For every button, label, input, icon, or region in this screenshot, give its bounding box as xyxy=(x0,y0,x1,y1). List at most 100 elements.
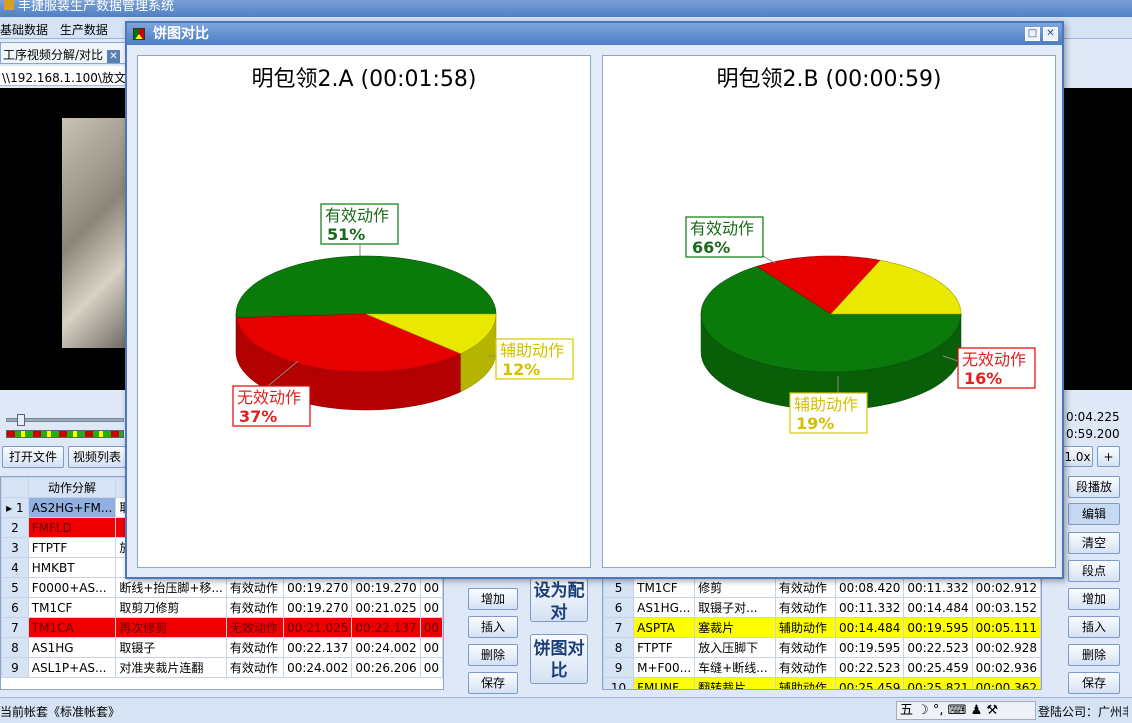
table-row[interactable]: 10 FMUNF 翻转裁片 辅助动作 00:25.459 00:25.821 00:00.3… xyxy=(603,677,1041,689)
cell-t1[interactable]: 00:22.523 xyxy=(835,657,905,678)
cell-t3[interactable]: 00:02.928 xyxy=(971,637,1041,658)
cell-t2[interactable]: 00:22.523 xyxy=(903,637,973,658)
row-number[interactable]: 3 xyxy=(1,537,29,558)
row-number[interactable]: 9 xyxy=(603,657,635,678)
cell-t2[interactable]: 00:19.595 xyxy=(903,617,973,638)
cell-t3[interactable]: 00 xyxy=(419,597,443,618)
right-save-button[interactable]: 保存 xyxy=(1068,672,1120,694)
clear-button[interactable]: 清空 xyxy=(1068,532,1120,554)
slider-thumb[interactable] xyxy=(17,414,25,426)
cell-t2[interactable]: 00:24.002 xyxy=(351,637,421,658)
set-pair-button[interactable]: 设为配对 xyxy=(530,578,588,622)
cell-code[interactable]: HMKBT xyxy=(27,557,117,578)
cell-t2[interactable]: 00:14.484 xyxy=(903,597,973,618)
cell-t3[interactable]: 00 xyxy=(419,617,443,638)
left-delete-button[interactable]: 删除 xyxy=(468,644,518,666)
close-icon[interactable]: ✕ xyxy=(107,50,121,63)
cell-type[interactable]: 有效动作 xyxy=(225,577,285,598)
cell-t1[interactable]: 00:19.270 xyxy=(283,577,353,598)
open-file-button[interactable]: 打开文件 xyxy=(2,446,64,468)
edit-button[interactable]: 编辑 xyxy=(1068,503,1120,525)
right-insert-button[interactable]: 插入 xyxy=(1068,616,1120,638)
speed-button[interactable]: 1.0x xyxy=(1062,446,1093,467)
right-delete-button[interactable]: 删除 xyxy=(1068,644,1120,666)
video-player-left[interactable] xyxy=(0,88,130,390)
left-add-button[interactable]: 增加 xyxy=(468,588,518,610)
cell-t1[interactable]: 00:22.137 xyxy=(283,637,353,658)
cell-name[interactable]: 取镊子对... xyxy=(694,597,776,618)
cell-t2[interactable]: 00:25.821 xyxy=(903,677,973,689)
cell-type[interactable]: 有效动作 xyxy=(774,637,837,658)
cell-name[interactable]: 修剪 xyxy=(694,577,776,598)
cell-code[interactable]: AS2HG+FM... xyxy=(27,497,117,518)
cell-type[interactable]: 有效动作 xyxy=(225,657,285,678)
cell-code[interactable]: ASPTA xyxy=(633,617,696,638)
table-row[interactable]: 6 TM1CF 取剪刀修剪 有效动作 00:19.270 00:21.025 00 xyxy=(1,597,443,618)
cell-type[interactable]: 有效动作 xyxy=(774,577,837,598)
cell-t1[interactable]: 00:19.595 xyxy=(835,637,905,658)
cell-type[interactable]: 辅助动作 xyxy=(774,617,837,638)
cell-type[interactable]: 有效动作 xyxy=(774,657,837,678)
cell-t2[interactable]: 00:21.025 xyxy=(351,597,421,618)
cell-code[interactable]: AS1HG... xyxy=(633,597,696,618)
cell-t1[interactable]: 00:25.459 xyxy=(835,677,905,689)
row-number[interactable]: 9 xyxy=(1,657,29,678)
row-number[interactable]: 7 xyxy=(603,617,635,638)
cell-t3[interactable]: 00 xyxy=(419,657,443,678)
table-row[interactable]: 5 F0000+AS... 断线+抬压脚+移... 有效动作 00:19.270 00:1… xyxy=(1,577,443,598)
cell-code[interactable]: F0000+AS... xyxy=(27,577,117,598)
left-insert-button[interactable]: 插入 xyxy=(468,616,518,638)
cell-name[interactable]: 车缝+断线... xyxy=(694,657,776,678)
segment-play-button[interactable]: 段播放 xyxy=(1068,476,1120,498)
cell-t1[interactable]: 00:14.484 xyxy=(835,617,905,638)
cell-type[interactable]: 辅助动作 xyxy=(774,677,837,689)
row-number[interactable]: 5 xyxy=(1,577,29,598)
cell-name[interactable]: 塞裁片 xyxy=(694,617,776,638)
table-row[interactable]: 9 ASL1P+AS... 对准夹裁片连翻 有效动作 00:24.002 00:26.20… xyxy=(1,657,443,678)
left-save-button[interactable]: 保存 xyxy=(468,672,518,694)
cell-code[interactable]: FMFLD xyxy=(27,517,117,538)
pie-compare-button[interactable]: 饼图对比 xyxy=(530,634,588,684)
cell-name[interactable]: 取剪刀修剪 xyxy=(115,597,227,618)
maximize-icon[interactable]: □ xyxy=(1025,27,1040,41)
segment-point-button[interactable]: 段点 xyxy=(1068,560,1120,582)
cell-name[interactable]: 放入压脚下 xyxy=(694,637,776,658)
cell-name[interactable]: 翻转裁片 xyxy=(694,677,776,689)
cell-t3[interactable]: 00:03.152 xyxy=(971,597,1041,618)
cell-name[interactable]: 断线+抬压脚+移... xyxy=(115,577,227,598)
menu-production-data[interactable]: 生产数据 xyxy=(59,23,108,37)
row-number[interactable]: 6 xyxy=(603,597,635,618)
cell-t3[interactable]: 00 xyxy=(419,577,443,598)
cell-t1[interactable]: 00:11.332 xyxy=(835,597,905,618)
cell-name[interactable]: 再次修剪 xyxy=(115,617,227,638)
row-number[interactable]: 5 xyxy=(603,577,635,598)
cell-code[interactable]: AS1HG xyxy=(27,637,117,658)
cell-t2[interactable]: 00:22.137 xyxy=(351,617,421,638)
cell-code[interactable]: TM1CF xyxy=(27,597,117,618)
table-row[interactable]: 6 AS1HG... 取镊子对... 有效动作 00:11.332 00:14.484 00… xyxy=(603,597,1041,618)
cell-type[interactable]: 有效动作 xyxy=(225,597,285,618)
cell-t1[interactable]: 00:19.270 xyxy=(283,597,353,618)
cell-t1[interactable]: 00:24.002 xyxy=(283,657,353,678)
cell-code[interactable]: M+F00... xyxy=(633,657,696,678)
row-number[interactable]: 4 xyxy=(1,557,29,578)
table-row[interactable]: 9 M+F00... 车缝+断线... 有效动作 00:22.523 00:25.459 0… xyxy=(603,657,1041,678)
cell-t2[interactable]: 00:19.270 xyxy=(351,577,421,598)
table-row[interactable]: 7 ASPTA 塞裁片 辅助动作 00:14.484 00:19.595 00:05.111 xyxy=(603,617,1041,638)
table-row[interactable]: 8 AS1HG 取镊子 有效动作 00:22.137 00:24.002 00 xyxy=(1,637,443,658)
cell-code[interactable]: FMUNF xyxy=(633,677,696,689)
table-row[interactable]: 7 TM1CA 再次修剪 无效动作 00:21.025 00:22.137 00 xyxy=(1,617,443,638)
right-action-table[interactable]: 5 TM1CF 修剪 有效动作 00:08.420 00:11.332 00:02.912 6… xyxy=(602,576,1042,690)
cell-name[interactable]: 取镊子 xyxy=(115,637,227,658)
cell-t3[interactable]: 00:05.111 xyxy=(971,617,1041,638)
cell-t3[interactable]: 00:02.936 xyxy=(971,657,1041,678)
menu-basic-data[interactable]: 基础数据 xyxy=(0,23,49,37)
close-dialog-icon[interactable]: ✕ xyxy=(1043,27,1058,41)
cell-code[interactable]: FTPTF xyxy=(633,637,696,658)
cell-type[interactable]: 有效动作 xyxy=(225,637,285,658)
table-row[interactable]: 5 TM1CF 修剪 有效动作 00:08.420 00:11.332 00:02.912 xyxy=(603,577,1041,598)
speed-plus-button[interactable]: + xyxy=(1097,446,1120,467)
video-seek-slider[interactable] xyxy=(6,414,124,426)
row-number[interactable]: ▸ 1 xyxy=(1,497,29,518)
cell-code[interactable]: FTPTF xyxy=(27,537,117,558)
